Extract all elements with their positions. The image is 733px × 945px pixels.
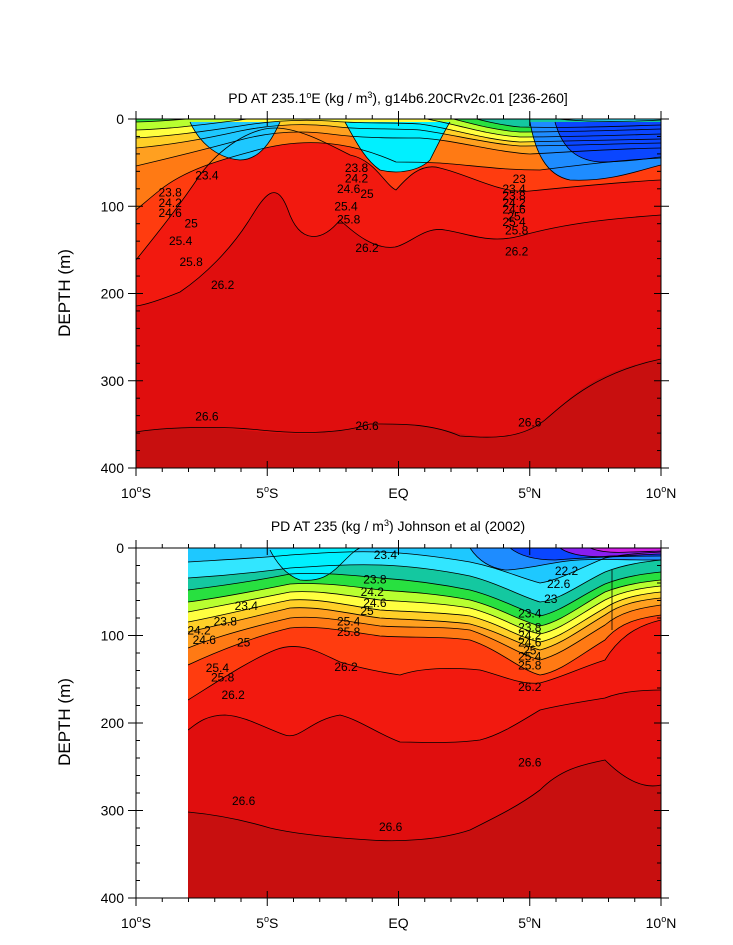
contour-label: 25	[360, 187, 374, 201]
panel-bottom-ylabel: DEPTH (m)	[55, 678, 74, 766]
contour-label: 23.4	[235, 599, 259, 613]
panel-bottom-title: PD AT 235 (kg / m3) Johnson et al (2002)	[271, 518, 525, 534]
contour-label: 23.8	[518, 621, 542, 635]
contour-label: 23.8	[502, 189, 526, 203]
contour-label: 24.6	[193, 633, 217, 647]
band-top-core	[345, 122, 450, 172]
contour-label: 26.2	[505, 245, 529, 259]
contour-label: 25.4	[518, 650, 542, 664]
y-tick-label: 300	[101, 373, 125, 389]
contour-label: 24.6	[158, 206, 182, 220]
contour-label: 25	[523, 643, 537, 657]
x-tick-label: 5oN	[518, 484, 541, 501]
contour-label: 23.8	[214, 615, 238, 629]
panel-bottom-ticks: 0 100 200 300 400 10oS 5oS EQ 5oN 10oN	[101, 540, 677, 931]
panel-top: PD AT 235.1oE (kg / m3), g14b6.20CRv2c.0…	[55, 90, 677, 501]
y-tick-label: 100	[101, 198, 125, 214]
contour-label: 23.8	[363, 573, 387, 587]
contour-label: 24.2	[187, 623, 211, 637]
contour-label: 26.2	[355, 241, 379, 255]
contour-label: 26.2	[334, 660, 358, 674]
x-tick-label: 10oN	[646, 484, 677, 501]
contour-label: 24.6	[502, 203, 526, 217]
y-tick-label: 200	[101, 286, 125, 302]
x-tick-label: 5oS	[256, 914, 278, 931]
y-tick-label: 400	[101, 460, 125, 476]
contour-label: 25	[237, 636, 251, 650]
contour-label: 26.6	[518, 755, 542, 769]
x-tick-label: EQ	[388, 915, 408, 931]
contour-label: 22.6	[547, 577, 571, 591]
contour-label: 26.6	[379, 820, 403, 834]
contour-label: 23.8	[158, 185, 182, 199]
contour-label: 23.4	[502, 182, 526, 196]
panel-top-ticks: 0 100 200 300 400 10oS 5oS EQ 5oN 10oN	[101, 111, 677, 501]
contour-label: 25.8	[337, 625, 361, 639]
contour-label: 23	[513, 172, 527, 186]
contour-label: 25	[360, 604, 374, 618]
y-tick-label: 200	[101, 715, 125, 731]
contour-label: 22.2	[555, 564, 579, 578]
x-tick-label: 10oN	[646, 914, 677, 931]
contour-label: 24.2	[518, 629, 542, 643]
panel-bottom-field: 23.423.824.224.6 2525.425.826.226.623.423…	[187, 548, 661, 898]
contour-label: 25.4	[169, 234, 193, 248]
contour-label: 25.4	[206, 661, 230, 675]
contour-label: 25.4	[334, 199, 358, 213]
contour-label: 23.4	[374, 548, 398, 562]
contour-label: 26.6	[195, 410, 219, 424]
contour-lines-bottom	[188, 548, 661, 842]
panel-top-ylabel: DEPTH (m)	[55, 249, 74, 337]
x-tick-label: EQ	[388, 485, 408, 501]
contour-labels-bottom: 23.423.824.224.6 2525.425.826.226.623.423…	[187, 548, 579, 834]
y-tick-label: 400	[101, 890, 125, 906]
contour-label: 24.2	[502, 196, 526, 210]
contour-label: 26.6	[232, 794, 256, 808]
contour-label: 25.8	[211, 671, 235, 685]
contour-label: 25.4	[502, 215, 526, 229]
panel-top-field: 23.423.824.224.62525.425.826.226.623.824…	[136, 119, 661, 468]
x-tick-label: 5oN	[518, 914, 541, 931]
x-tick-label: 10oS	[121, 484, 151, 501]
contour-label: 24.2	[158, 196, 182, 210]
contour-label: 26.6	[518, 416, 542, 430]
contour-labels-top: 23.423.824.224.62525.425.826.226.623.824…	[158, 161, 541, 433]
band-top-deepblue	[555, 122, 661, 162]
contour-label: 26.6	[355, 419, 379, 433]
contour-label: 23	[544, 592, 558, 606]
band-top-core	[270, 548, 360, 581]
contour-label: 25	[507, 210, 521, 224]
x-tick-label: 5oS	[256, 484, 278, 501]
contour-label: 25.8	[518, 658, 542, 672]
contour-label: 23.4	[518, 607, 542, 621]
x-tick-label: 10oS	[121, 914, 151, 931]
contour-label: 24.6	[518, 636, 542, 650]
contour-label: 25.8	[505, 224, 529, 238]
contour-label: 26.2	[211, 278, 235, 292]
panel-top-title: PD AT 235.1oE (kg / m3), g14b6.20CRv2c.0…	[228, 90, 568, 106]
contour-lines-top	[136, 119, 661, 438]
y-tick-label: 0	[116, 111, 124, 127]
contour-label: 23.4	[195, 169, 219, 183]
contour-label: 25.8	[179, 255, 203, 269]
y-tick-label: 100	[101, 628, 125, 644]
contour-label: 26.2	[221, 688, 245, 702]
contour-label: 25.4	[337, 615, 361, 629]
contour-label: 25	[184, 217, 198, 231]
contour-label: 24.2	[361, 585, 385, 599]
contour-label: 26.2	[518, 680, 542, 694]
y-tick-label: 300	[101, 803, 125, 819]
contour-label: 25.8	[337, 212, 361, 226]
contour-label: 24.2	[345, 171, 369, 185]
contour-label: 23.8	[345, 161, 369, 175]
contour-label: 24.6	[363, 596, 387, 610]
panel-bottom: PD AT 235 (kg / m3) Johnson et al (2002)	[55, 518, 676, 931]
contour-label: 24.6	[337, 182, 361, 196]
band-top-magenta	[590, 548, 661, 553]
y-tick-label: 0	[116, 540, 124, 556]
